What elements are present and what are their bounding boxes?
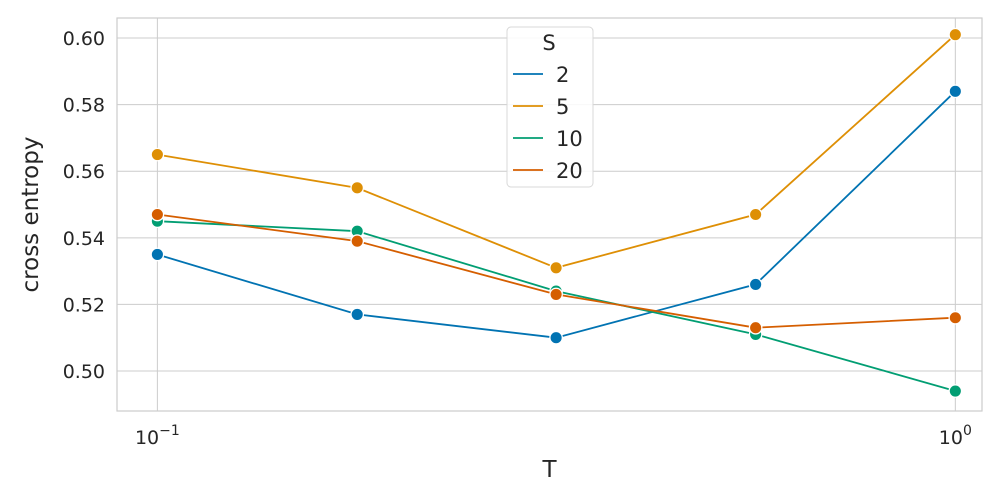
legend-label: 10 xyxy=(556,127,583,151)
legend-box xyxy=(506,26,594,188)
legend-item-20: 20 xyxy=(513,159,583,183)
data-point xyxy=(350,181,365,195)
legend-item-2: 2 xyxy=(513,63,569,87)
y-tick-label: 0.56 xyxy=(63,161,105,183)
y-tick-labels: 0.50 0.52 0.54 0.56 0.58 0.60 xyxy=(63,28,105,383)
data-point xyxy=(549,287,563,302)
data-point xyxy=(150,147,165,162)
series-5 xyxy=(150,27,963,275)
legend-title: S xyxy=(542,31,555,55)
data-point xyxy=(748,207,763,222)
series-20 xyxy=(150,207,963,335)
x-tick-labels: 10−1 100 xyxy=(135,423,972,449)
legend-item-10: 10 xyxy=(513,127,583,151)
data-point xyxy=(350,307,365,322)
legend-label: 5 xyxy=(556,95,569,119)
data-point xyxy=(549,260,563,275)
y-tick-label: 0.50 xyxy=(63,361,105,383)
y-tick-label: 0.58 xyxy=(63,95,105,117)
legend: S 2 5 10 20 xyxy=(506,26,594,188)
data-point xyxy=(150,247,165,262)
legend-label: 2 xyxy=(556,63,569,87)
y-tick-label: 0.60 xyxy=(63,28,105,50)
data-point xyxy=(948,27,963,42)
y-tick-label: 0.52 xyxy=(63,294,105,316)
y-tick-label: 0.54 xyxy=(63,228,105,250)
data-point xyxy=(948,84,963,99)
legend-label: 20 xyxy=(556,159,583,183)
data-point xyxy=(549,330,563,345)
data-point xyxy=(350,234,365,248)
x-tick-label: 100 xyxy=(939,423,972,449)
data-point xyxy=(150,207,165,222)
x-tick-label: 10−1 xyxy=(135,423,180,449)
data-point xyxy=(748,277,763,292)
legend-items: 2 5 10 20 xyxy=(513,63,583,183)
x-axis-label: T xyxy=(541,457,557,483)
legend-item-5: 5 xyxy=(513,95,569,119)
data-point xyxy=(748,320,763,335)
data-point xyxy=(948,384,963,398)
series-layer xyxy=(150,27,963,398)
y-axis-label: cross entropy xyxy=(18,137,44,293)
data-point xyxy=(948,310,963,325)
series-2 xyxy=(150,84,963,345)
